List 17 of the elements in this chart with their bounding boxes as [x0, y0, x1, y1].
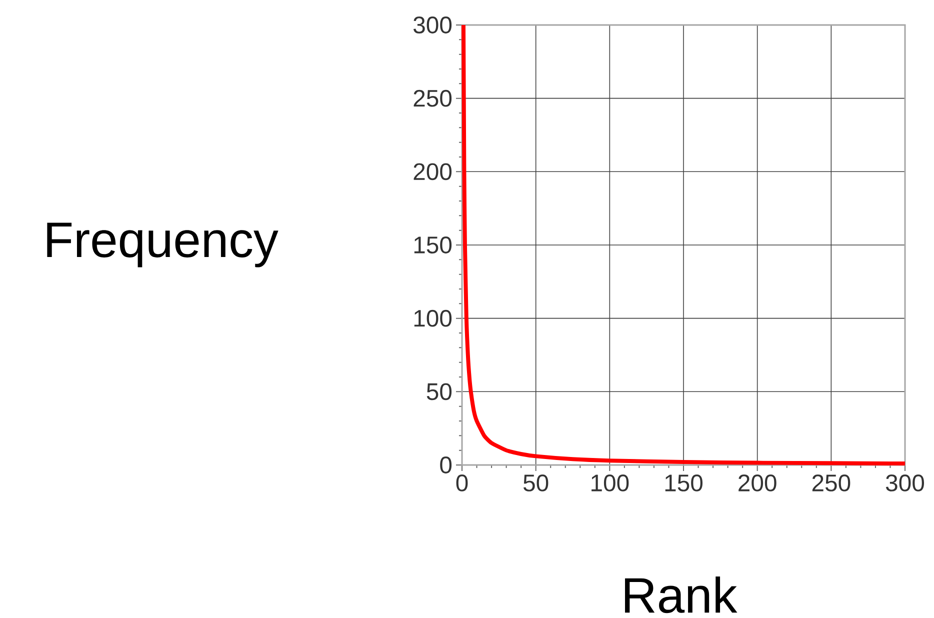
x-axis-title: Rank: [625, 576, 738, 614]
x-tick-label: 300: [886, 474, 924, 492]
y-axis-title: Frequency: [47, 222, 278, 268]
y-tick-label: 50: [426, 383, 452, 400]
x-tick-label: 0: [456, 474, 468, 492]
x-tick-label: 100: [592, 474, 629, 492]
y-tick-label: 300: [414, 16, 452, 34]
y-tick-label: 0: [440, 456, 452, 474]
x-tick-label: 50: [523, 474, 548, 492]
y-tick-label: 200: [414, 163, 452, 180]
y-tick-label: 100: [414, 310, 452, 327]
x-tick-label: 150: [665, 474, 703, 492]
x-tick-label: 250: [812, 474, 850, 492]
x-tick-label: 200: [738, 474, 776, 492]
y-tick-label: 250: [414, 90, 452, 107]
y-tick-label: 150: [414, 236, 452, 254]
line-series: [461, 22, 907, 466]
